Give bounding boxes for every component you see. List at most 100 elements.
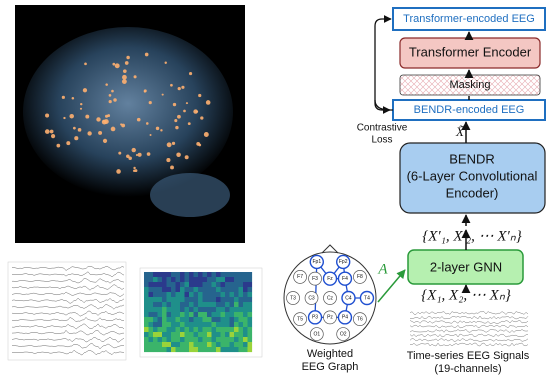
spec-cell xyxy=(149,302,154,307)
spec-cell xyxy=(203,332,208,337)
spec-cell xyxy=(198,347,203,352)
spec-cell xyxy=(239,292,244,297)
spec-cell xyxy=(207,307,212,312)
electrode-label: T4 xyxy=(364,295,370,301)
spec-cell xyxy=(239,317,244,322)
spec-cell xyxy=(216,292,221,297)
spec-cell xyxy=(203,307,208,312)
glow-dot xyxy=(204,132,209,137)
spec-cell xyxy=(248,307,253,312)
spec-cell xyxy=(144,277,149,282)
spec-cell xyxy=(144,297,149,302)
spec-cell xyxy=(149,317,154,322)
spec-cell xyxy=(158,332,163,337)
electrode-label: Cz xyxy=(327,295,334,301)
spec-cell xyxy=(212,337,217,342)
spec-cell xyxy=(234,277,239,282)
spec-cell xyxy=(158,272,163,277)
spec-cell xyxy=(225,307,230,312)
eeg-traces-image xyxy=(8,262,126,360)
spec-cell xyxy=(203,297,208,302)
signal-wave xyxy=(410,321,528,324)
spec-cell xyxy=(243,342,248,347)
spec-cell xyxy=(234,302,239,307)
spec-cell xyxy=(189,277,194,282)
spec-cell xyxy=(221,292,226,297)
spec-cell xyxy=(243,297,248,302)
spec-cell xyxy=(176,307,181,312)
spec-cell xyxy=(194,322,199,327)
spec-cell xyxy=(207,277,212,282)
spec-cell xyxy=(171,337,176,342)
spec-cell xyxy=(171,277,176,282)
spec-cell xyxy=(180,317,185,322)
spec-cell xyxy=(207,287,212,292)
spec-cell xyxy=(225,337,230,342)
glow-dot xyxy=(174,119,177,122)
spec-cell xyxy=(162,332,167,337)
spec-cell xyxy=(162,322,167,327)
electrode-label: O2 xyxy=(340,331,347,337)
signal-wave xyxy=(410,325,528,328)
spec-cell xyxy=(198,287,203,292)
spec-cell xyxy=(198,317,203,322)
glow-dot xyxy=(160,129,162,131)
spec-cell xyxy=(207,322,212,327)
spec-cell xyxy=(234,272,239,277)
spec-cell xyxy=(198,332,203,337)
adjacency-label: A xyxy=(377,261,388,277)
spec-cell xyxy=(230,302,235,307)
spec-cell xyxy=(149,277,154,282)
spec-cell xyxy=(176,337,181,342)
eeg-graph: Fp1Fp2F7F3FzF4F8T3C3CzC4T4T5P3PzP4T6O1O2 xyxy=(284,245,376,344)
electrode-label: F8 xyxy=(357,274,363,280)
glow-dot xyxy=(80,103,82,105)
glow-dot xyxy=(73,127,76,130)
spec-cell xyxy=(171,302,176,307)
spec-cell xyxy=(212,347,217,352)
spec-cell xyxy=(216,317,221,322)
spec-cell xyxy=(234,317,239,322)
spec-cell xyxy=(171,332,176,337)
spec-cell xyxy=(171,347,176,352)
electrode-label: P3 xyxy=(312,315,318,321)
glow-dot xyxy=(146,122,149,125)
spec-cell xyxy=(248,322,253,327)
transformer-encoded-label: Transformer-encoded EEG xyxy=(403,13,535,25)
spec-cell xyxy=(216,277,221,282)
spec-cell xyxy=(180,282,185,287)
spec-cell xyxy=(167,317,172,322)
glow-dot xyxy=(109,94,112,97)
spec-cell xyxy=(248,342,253,347)
spec-cell xyxy=(167,347,172,352)
glow-dot xyxy=(138,153,142,157)
spec-cell xyxy=(234,332,239,337)
spec-cell xyxy=(194,282,199,287)
glow-dot xyxy=(147,152,151,156)
glow-dot xyxy=(122,75,127,80)
glow-dot xyxy=(125,61,129,65)
glow-dot xyxy=(176,152,181,157)
spec-cell xyxy=(167,342,172,347)
spec-cell xyxy=(203,287,208,292)
spec-cell xyxy=(180,302,185,307)
spec-cell xyxy=(153,342,158,347)
spec-cell xyxy=(158,297,163,302)
electrode-label: F4 xyxy=(342,276,348,282)
spec-cell xyxy=(203,277,208,282)
glow-dot xyxy=(51,134,55,138)
spec-cell xyxy=(221,307,226,312)
spec-cell xyxy=(248,347,253,352)
spec-cell xyxy=(180,327,185,332)
graph-caption: Weighted xyxy=(307,348,353,360)
spec-cell xyxy=(194,332,199,337)
spec-cell xyxy=(248,327,253,332)
spec-cell xyxy=(162,287,167,292)
spec-cell xyxy=(153,337,158,342)
glow-dot xyxy=(45,129,50,134)
spec-cell xyxy=(225,312,230,317)
spec-cell xyxy=(185,287,190,292)
spec-cell xyxy=(167,302,172,307)
spec-cell xyxy=(180,307,185,312)
electrode-label: Fz xyxy=(327,276,333,282)
